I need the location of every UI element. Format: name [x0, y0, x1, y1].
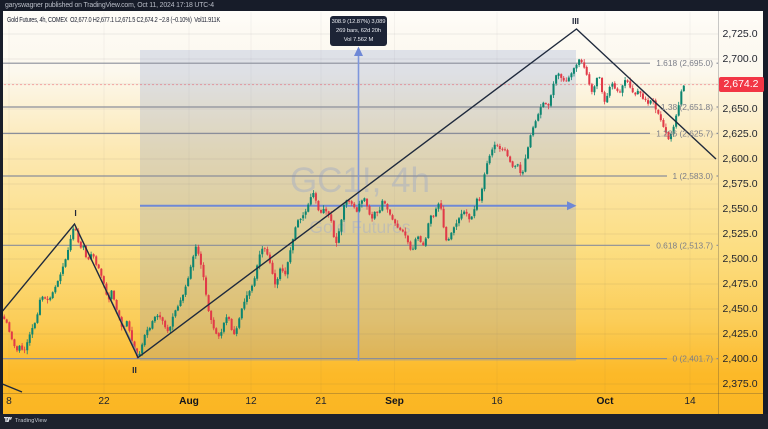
- svg-text:1.618 (2,695.0): 1.618 (2,695.0): [656, 58, 713, 68]
- svg-text:1.38 (2,651.8): 1.38 (2,651.8): [661, 102, 713, 112]
- svg-text:I: I: [74, 208, 76, 218]
- svg-text:II: II: [132, 365, 137, 375]
- svg-text:1.236 (2,625.7): 1.236 (2,625.7): [656, 128, 713, 138]
- svg-text:III: III: [572, 16, 579, 26]
- svg-text:0.618 (2,513.7): 0.618 (2,513.7): [656, 240, 713, 250]
- svg-text:1 (2,583.0): 1 (2,583.0): [672, 171, 713, 181]
- svg-text:0 (2,401.7): 0 (2,401.7): [672, 354, 713, 364]
